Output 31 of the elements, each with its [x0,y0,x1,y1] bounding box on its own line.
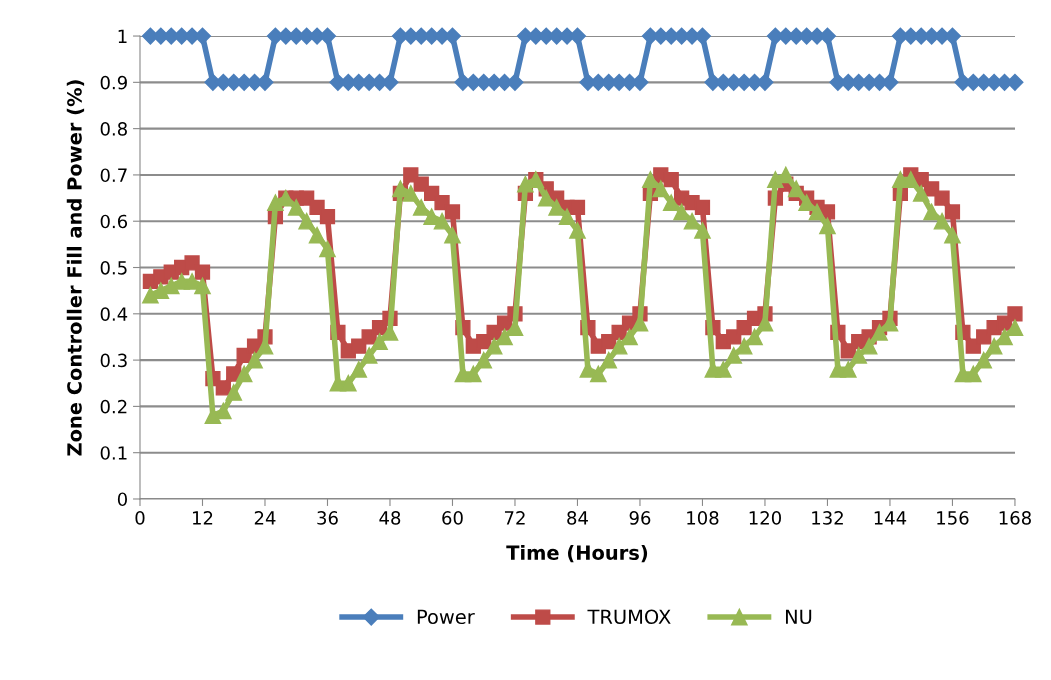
y-tick-label: 1 [118,29,127,43]
x-tick-label: 12 [192,511,213,525]
x-tick-label: 84 [567,511,588,525]
x-tick-label: 0 [135,511,145,525]
y-tick-label: 0.8 [100,122,127,136]
x-tick-label: 108 [687,511,719,525]
x-tick-label: 60 [442,511,463,525]
x-tick-label: 168 [999,511,1031,525]
y-tick-label: 0.1 [100,446,127,460]
x-tick-label: 144 [874,511,907,525]
x-tick-label: 132 [812,511,843,525]
legend-label: Power [417,609,475,625]
x-tick-label: 36 [317,511,338,525]
y-tick-label: 0.3 [100,353,127,368]
y-tick-label: 0.2 [100,399,127,414]
y-axis-title: Zone Controller Fill and Power (%) [66,80,85,456]
x-tick-label: 156 [937,511,969,525]
x-tick-label: 24 [254,511,276,525]
x-tick-label: 48 [379,511,401,525]
x-tick-label: 120 [749,511,781,525]
x-tick-label: 72 [504,511,525,525]
y-tick-label: 0.7 [100,168,127,183]
y-tick-label: 0.9 [100,75,127,90]
y-tick-label: 0.5 [100,260,127,275]
y-tick-label: 0.6 [100,214,128,229]
legend-label: NU [785,609,812,625]
x-axis-title: Time (Hours) [506,544,648,563]
legend-label: TRUMOX [587,609,671,625]
y-tick-label: 0.4 [100,307,128,321]
y-tick-label: 0 [117,492,127,507]
x-tick-label: 96 [629,511,651,525]
